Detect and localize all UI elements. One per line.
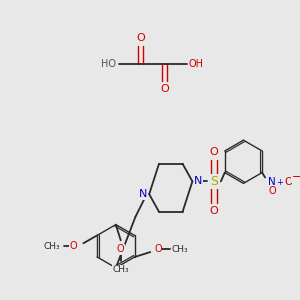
Text: +: + [276, 178, 283, 187]
Text: CH₃: CH₃ [44, 242, 60, 251]
Text: N: N [194, 176, 202, 186]
Text: O: O [117, 244, 124, 254]
Text: CH₃: CH₃ [171, 244, 188, 253]
Text: O: O [284, 177, 293, 188]
Text: N: N [139, 189, 148, 199]
Text: O: O [268, 186, 276, 196]
Text: −: − [292, 172, 300, 182]
Text: N: N [268, 177, 276, 188]
Text: O: O [136, 33, 145, 43]
Text: HO: HO [101, 58, 116, 69]
Text: O: O [210, 147, 218, 157]
Text: O: O [210, 206, 218, 216]
Text: O: O [70, 241, 77, 251]
Text: O: O [160, 84, 169, 94]
Text: CH₃: CH₃ [112, 265, 129, 274]
Text: O: O [154, 244, 162, 254]
Text: OH: OH [189, 58, 204, 69]
Text: S: S [210, 175, 218, 188]
